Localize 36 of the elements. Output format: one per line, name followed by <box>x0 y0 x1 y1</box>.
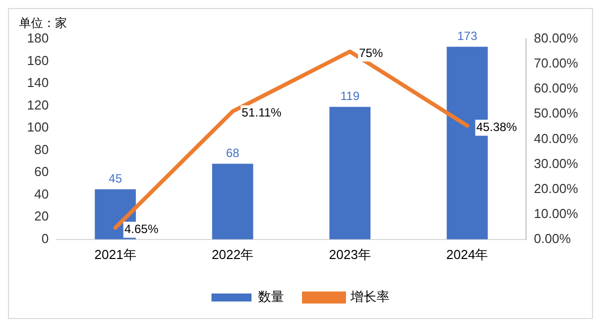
legend-label: 数量 <box>258 289 284 304</box>
x-tick-label: 2024年 <box>446 246 488 262</box>
bar <box>212 164 254 240</box>
data-label: 119 <box>340 89 360 104</box>
y-tick-label: 60 <box>34 164 49 180</box>
y-tick-label: 180 <box>26 30 49 46</box>
data-label: 173 <box>457 29 478 44</box>
y2-tick-label: 40.00% <box>534 130 578 146</box>
y-tick-label: 0 <box>41 230 49 246</box>
y-tick-label: 160 <box>26 52 49 68</box>
y2-tick-label: 50.00% <box>534 106 578 121</box>
y-tick-label: 40 <box>34 186 49 202</box>
y2-tick-label: 0.00% <box>534 230 572 246</box>
x-tick-label: 2021年 <box>94 246 136 262</box>
legend-label: 增长率 <box>350 289 390 304</box>
x-tick-label: 2022年 <box>212 246 254 262</box>
y-tick-label: 120 <box>26 97 49 112</box>
y-tick-label: 140 <box>26 75 49 90</box>
bar <box>329 106 370 240</box>
data-label: 51.11% <box>242 106 282 120</box>
data-label: 4.65% <box>124 222 159 236</box>
y-tick-label: 20 <box>34 208 49 224</box>
data-label: 68 <box>226 146 240 160</box>
y-tick-label: 80 <box>34 142 49 157</box>
data-label: 45 <box>108 172 122 186</box>
y-tick-label: 100 <box>26 120 49 135</box>
y2-tick-label: 30.00% <box>534 156 578 171</box>
text: 单位：家 <box>19 16 67 30</box>
y2-tick-label: 60.00% <box>534 80 578 96</box>
y2-tick-label: 10.00% <box>534 206 578 221</box>
x-tick-label: 2023年 <box>328 246 371 262</box>
data-label: 45.38% <box>476 120 518 134</box>
y2-tick-label: 80.00% <box>534 30 578 46</box>
y2-tick-label: 20.00% <box>534 180 578 196</box>
y2-tick-label: 70.00% <box>534 56 578 71</box>
data-label: 75% <box>358 46 384 60</box>
